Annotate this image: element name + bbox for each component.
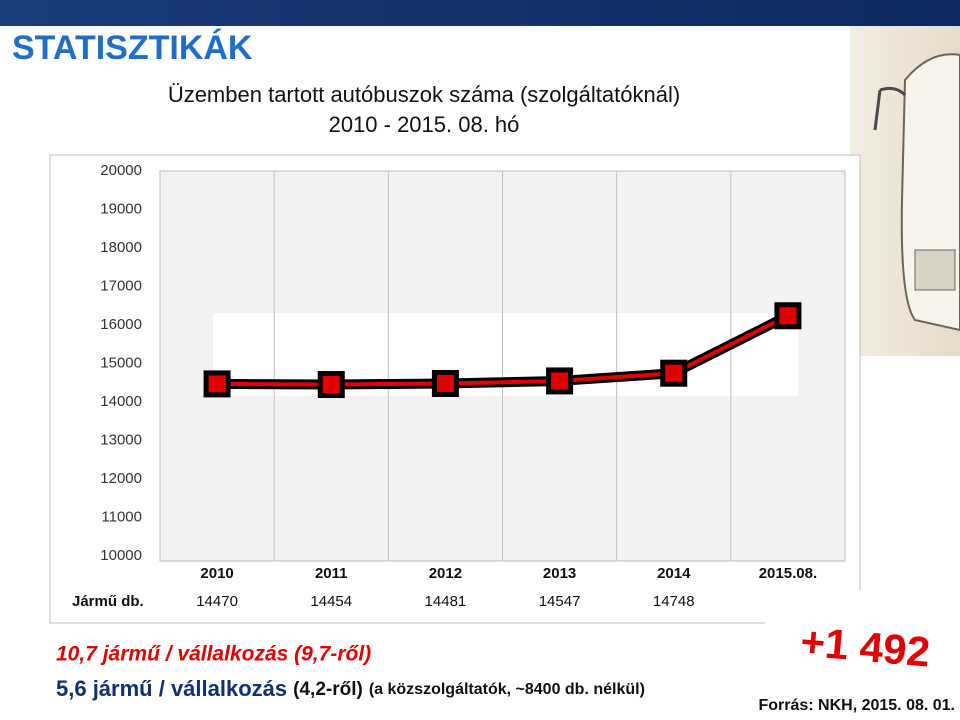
note-from: (4,2-ről) (293, 679, 363, 700)
note-extra: (a közszolgáltatók, ~8400 db. nélkül) (369, 681, 645, 698)
y-tick-label: 12000 (100, 470, 142, 487)
top-bar (0, 0, 960, 26)
x-tick-label: 2011 (315, 565, 348, 582)
x-tick-label: 2012 (429, 565, 462, 582)
y-tick-label: 18000 (100, 239, 142, 256)
callout: +1 492 (799, 618, 932, 676)
y-tick-label: 10000 (100, 547, 142, 564)
y-tick-label: 11000 (101, 508, 142, 525)
y-tick-label: 16000 (100, 316, 142, 333)
x-tick-label: 2013 (543, 565, 576, 582)
y-tick-label: 19000 (100, 200, 142, 217)
x-tick-label: 2014 (657, 565, 691, 582)
marker (660, 359, 688, 387)
note: 10,7 jármű / vállalkozás (9,7-ről) (56, 643, 371, 666)
source: Forrás: NKH, 2015. 08. 01. (758, 697, 955, 714)
y-tick-label: 14000 (100, 393, 142, 410)
callout-box (765, 590, 960, 685)
chart-title: Üzemben tartott autóbuszok száma (szolgá… (168, 82, 680, 107)
y-tick-label: 15000 (100, 354, 142, 371)
table-value: 14481 (425, 593, 467, 610)
chart-subtitle: 2010 - 2015. 08. hó (329, 112, 520, 137)
marker (774, 302, 802, 330)
x-tick-label: 2010 (200, 565, 233, 582)
note: 5,6 jármű / vállalkozás (4,2-ről) (a közsz… (56, 676, 645, 701)
series-name: Jármű db. (72, 593, 144, 610)
marker (203, 370, 231, 398)
note-main: 5,6 jármű / vállalkozás (56, 676, 287, 701)
marker (317, 371, 345, 399)
chart: 10000 11000 12000 13000 14000 15000 16000 17000… (72, 162, 817, 610)
marker (546, 367, 574, 395)
table-value: 14547 (539, 593, 581, 610)
line (217, 313, 789, 387)
heading: STATISZTIKÁK (12, 29, 253, 67)
y-tick-label: 17000 (100, 277, 142, 294)
x-tick-label: 2015.08. (759, 565, 817, 582)
marker (431, 369, 459, 397)
bus-mirror (873, 86, 907, 131)
table-value: 14748 (653, 593, 695, 610)
table-value: 14454 (310, 593, 352, 610)
table-value: 14470 (196, 593, 238, 610)
y-tick-label: 20000 (100, 162, 142, 179)
bus-grille (914, 249, 956, 291)
y-tick-label: 13000 (100, 431, 142, 448)
